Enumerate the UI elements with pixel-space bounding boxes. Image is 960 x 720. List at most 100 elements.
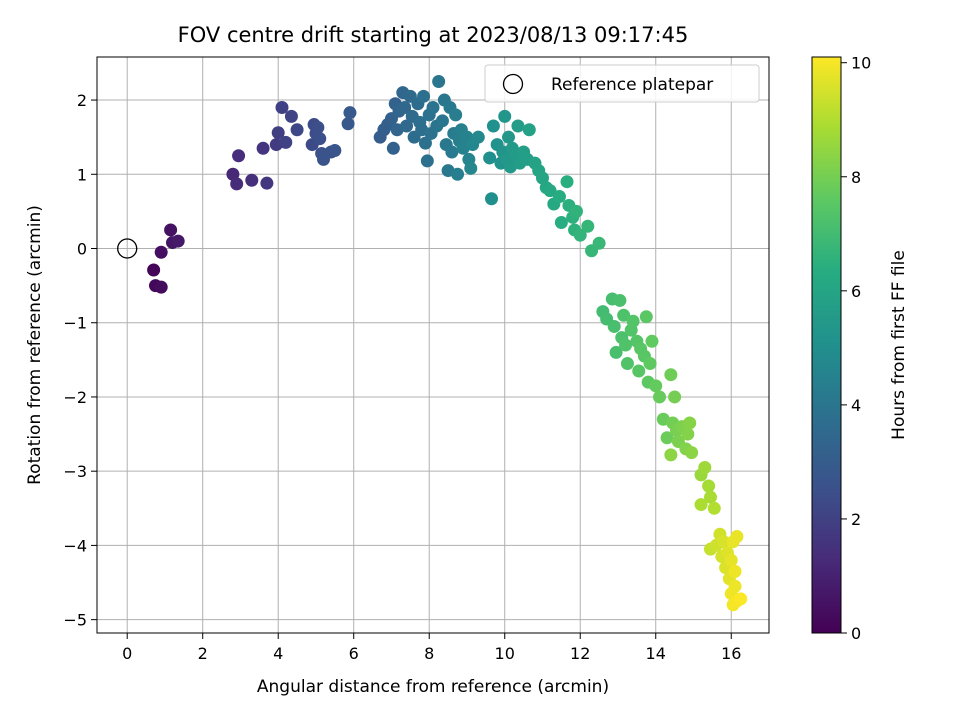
- data-point: [734, 592, 748, 606]
- data-point: [386, 141, 400, 155]
- data-point: [290, 123, 304, 137]
- chart-title: FOV centre drift starting at 2023/08/13 …: [178, 23, 689, 47]
- colorbar-tick-label: 8: [851, 168, 861, 187]
- colorbar-ticks: 0 2 4 6 8 10: [841, 54, 871, 643]
- x-tick-label: 4: [273, 644, 283, 663]
- legend-marker-icon: [502, 73, 524, 95]
- x-axis-ticks: 0 2 4 6 8 10 12 14 16: [122, 633, 741, 663]
- data-point: [147, 263, 161, 277]
- data-point: [592, 236, 606, 250]
- data-point: [698, 460, 712, 474]
- data-point: [643, 357, 657, 371]
- data-point: [645, 334, 659, 348]
- data-point: [232, 149, 246, 163]
- x-tick-label: 8: [424, 644, 434, 663]
- data-point: [398, 100, 412, 114]
- x-tick-label: 12: [570, 644, 590, 663]
- data-point: [164, 223, 178, 237]
- data-point: [632, 364, 646, 378]
- data-point: [681, 427, 695, 441]
- data-point: [554, 216, 568, 230]
- data-point: [313, 132, 327, 146]
- data-point: [707, 501, 721, 515]
- data-point: [609, 345, 623, 359]
- data-point: [271, 126, 285, 140]
- data-point: [694, 498, 708, 512]
- y-tick-label: −2: [63, 388, 87, 407]
- y-axis-ticks: −5 −4 −3 −2 −1 0 1 2: [63, 91, 97, 630]
- data-point: [552, 190, 566, 204]
- x-tick-label: 14: [646, 644, 666, 663]
- colorbar-gradient: [811, 56, 842, 634]
- data-point: [260, 176, 274, 190]
- y-tick-label: −5: [63, 611, 87, 630]
- data-point: [502, 130, 516, 144]
- data-point: [617, 308, 631, 322]
- data-point: [664, 368, 678, 382]
- data-point: [522, 123, 536, 137]
- data-point: [702, 479, 716, 493]
- data-point: [639, 310, 653, 324]
- data-point: [435, 114, 449, 128]
- data-point: [417, 89, 431, 103]
- data-point: [400, 119, 414, 133]
- data-point: [230, 177, 244, 191]
- data-point: [581, 219, 595, 233]
- data-point: [660, 431, 674, 445]
- colorbar-label: Hours from first FF file: [889, 250, 909, 440]
- x-tick-label: 16: [721, 644, 741, 663]
- data-point: [560, 175, 574, 189]
- data-point: [420, 154, 434, 168]
- data-point: [171, 234, 185, 248]
- data-point: [664, 448, 678, 462]
- data-point: [728, 564, 742, 578]
- data-point: [445, 145, 459, 159]
- colorbar-tick-label: 4: [851, 396, 861, 415]
- data-point: [626, 314, 640, 328]
- y-tick-label: 2: [77, 91, 87, 110]
- data-point: [451, 167, 465, 181]
- y-tick-label: −4: [63, 536, 87, 555]
- data-point: [703, 490, 717, 504]
- data-point: [275, 100, 289, 114]
- data-point: [569, 204, 583, 218]
- reference-platepar-marker: [117, 238, 138, 259]
- legend: Reference platepar: [484, 64, 760, 103]
- data-point: [668, 390, 682, 404]
- data-point: [543, 184, 557, 198]
- grid-lines: [97, 57, 769, 633]
- y-tick-label: 0: [77, 240, 87, 259]
- colorbar-tick-label: 10: [851, 54, 871, 73]
- data-point: [483, 151, 497, 165]
- data-point: [685, 446, 699, 460]
- x-tick-label: 2: [198, 644, 208, 663]
- data-point: [717, 535, 731, 549]
- x-tick-label: 10: [495, 644, 515, 663]
- y-tick-label: 1: [77, 165, 87, 184]
- data-point: [449, 108, 463, 122]
- data-point: [607, 319, 621, 333]
- data-point: [284, 109, 298, 123]
- data-point: [730, 530, 744, 544]
- x-tick-label: 0: [122, 644, 132, 663]
- data-point: [619, 338, 633, 352]
- data-point: [471, 130, 485, 144]
- data-point: [341, 117, 355, 131]
- colorbar-tick-label: 6: [851, 282, 861, 301]
- data-point: [245, 173, 259, 187]
- data-point: [573, 228, 587, 242]
- data-point: [256, 141, 270, 155]
- y-tick-label: −1: [63, 314, 87, 333]
- colorbar-tick-label: 0: [851, 624, 861, 643]
- data-point: [154, 280, 168, 294]
- data-point: [432, 74, 446, 88]
- y-tick-label: −3: [63, 462, 87, 481]
- data-point: [620, 357, 634, 371]
- data-point: [724, 553, 738, 567]
- data-point: [426, 100, 440, 114]
- data-point: [486, 119, 500, 133]
- data-point: [279, 135, 293, 149]
- data-point: [485, 192, 499, 206]
- data-point: [649, 379, 663, 393]
